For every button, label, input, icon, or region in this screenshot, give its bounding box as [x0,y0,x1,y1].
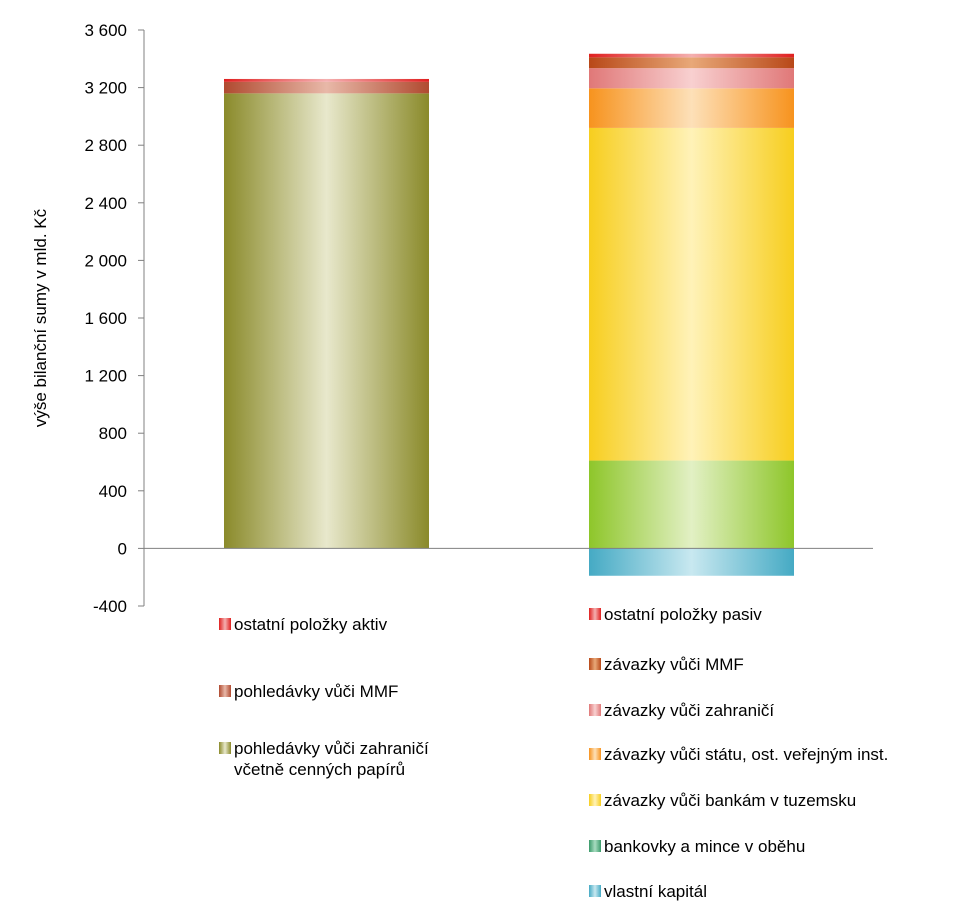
bar-segment [589,68,794,89]
y-tick-label: 2 800 [84,136,127,155]
bar-segment [589,57,794,69]
legend-label: ostatní položky pasiv [604,605,762,624]
legend-label: bankovky a mince v oběhu [604,837,806,856]
y-tick-label: 1 200 [84,367,127,386]
legend-swatch [219,685,231,697]
bar-segment [589,53,794,58]
legend-swatch [589,608,601,620]
bar-segment [589,460,794,549]
y-axis-title: výše bilanční sumy v mld. Kč [31,208,50,427]
bar-segment [224,78,429,82]
legend-label: vlastní kapitál [604,882,707,901]
legend-label: pohledávky vůči zahraničí včetně cenných… [234,739,429,779]
legend-label: závazky vůči MMF [604,655,744,674]
legend-swatch [589,840,601,852]
legend-assets: ostatní položky aktiv pohledávky vůči MMF… [219,614,539,794]
legend-liabilities: ostatní položky pasiv závazky vůči MMF záv… [589,604,974,910]
y-tick-label: 3 600 [84,21,127,40]
y-tick-label: 3 200 [84,79,127,98]
y-tick-label: -400 [93,597,127,616]
y-tick-label: 2 000 [84,251,127,270]
legend-swatch [219,742,231,754]
y-tick-label: 2 400 [84,194,127,213]
legend-label: ostatní položky aktiv [234,615,388,634]
bar-segment [224,81,429,94]
bar-stacks [224,53,794,576]
legend-label: závazky vůči zahraničí [604,701,775,720]
legend-swatch [589,704,601,716]
y-tick-label: 800 [99,424,127,443]
legend-label: pohledávky vůči MMF [234,682,399,701]
bar-segment [224,93,429,549]
bar-segment [589,127,794,461]
legend-swatch [589,794,601,806]
bar-segment [589,88,794,128]
bar-stack-1 [224,78,429,549]
legend-swatch [589,748,601,760]
y-axis: 3 600 3 200 2 800 2 400 2 000 1 600 1 200 800 40… [84,21,145,616]
legend-label: závazky vůči bankám v tuzemsku [604,791,857,810]
bar-stack-2 [589,53,794,576]
legend-label: závazky vůči státu, ost. veřejným inst. [604,745,889,764]
legend-swatch [589,658,601,670]
y-tick-label: 0 [118,539,127,558]
y-tick-label: 1 600 [84,309,127,328]
legend-swatch [589,885,601,897]
bar-segment [589,548,794,576]
legend-swatch [219,618,231,630]
y-tick-label: 400 [99,482,127,501]
